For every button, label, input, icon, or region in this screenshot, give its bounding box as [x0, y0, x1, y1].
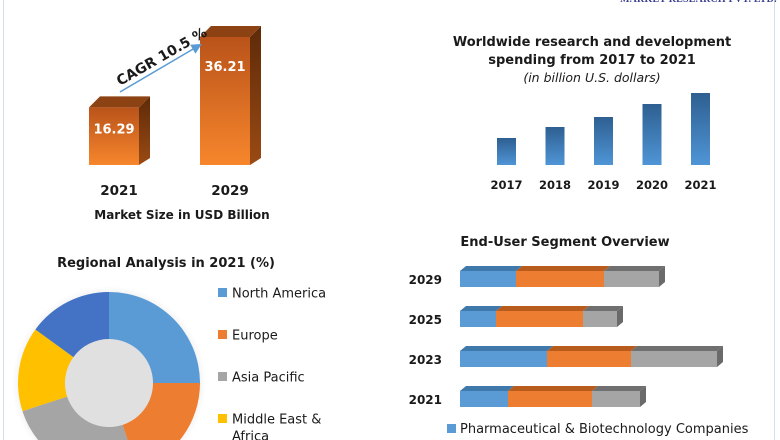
segment-top-face: [592, 386, 646, 391]
segment-2: [496, 311, 583, 327]
segment-top-face: [516, 266, 610, 271]
segment-3: [583, 311, 617, 327]
rd-tick-2020: 2020: [636, 178, 668, 192]
market-size-chart: 16.29 36.21 CAGR 10.5 % 2021 2029 Market S…: [89, 25, 270, 222]
cagr-annotation: CAGR 10.5 %: [114, 25, 210, 90]
end-user-row-2029: 2029: [409, 266, 665, 287]
segment-top-face: [604, 266, 665, 271]
bar-front-face: [200, 37, 250, 165]
segment-top-face: [508, 386, 598, 391]
cagr-arrow: [119, 43, 202, 93]
end-user-tick-2029: 2029: [409, 273, 442, 287]
donut-slice-north-america: [109, 292, 200, 383]
segment-top-face: [460, 346, 553, 351]
frame-right-border: [774, 0, 775, 440]
end-user-tick-2021: 2021: [409, 393, 442, 407]
rd-bar-2018: [545, 127, 565, 165]
legend-item-north-america: North America: [218, 287, 326, 302]
segment-top-face: [547, 346, 637, 351]
market-size-tick-2021: 2021: [100, 183, 138, 199]
end-user-tick-2025: 2025: [409, 313, 442, 327]
legend-item-pharma-biotech: Pharmaceutical & Biotechnology Companies: [447, 422, 749, 437]
segment-top-face: [583, 306, 623, 311]
segment-2: [516, 271, 604, 287]
segment-3: [592, 391, 640, 407]
regional-donut-chart: Regional Analysis in 2021 (%) North Amer…: [12, 256, 326, 440]
bar-end-face: [717, 346, 723, 367]
end-user-title: End-User Segment Overview: [460, 235, 669, 250]
end-user-row-2025: 2025: [409, 306, 623, 327]
rd-bar-2020: [642, 104, 662, 165]
bar-side-face: [250, 26, 261, 165]
legend-swatch: [218, 414, 227, 423]
legend-label: Europe: [232, 329, 278, 344]
bar-end-face: [617, 306, 623, 327]
rd-tick-2018: 2018: [539, 178, 571, 192]
regional-title: Regional Analysis in 2021 (%): [57, 256, 275, 271]
donut-slice-middle-east-africa: [17, 329, 74, 412]
market-size-bar-2029: 36.21: [200, 26, 261, 165]
donut-slice-europe: [122, 383, 200, 440]
segment-1: [460, 391, 508, 407]
rd-title-line-1: Worldwide research and development: [453, 35, 731, 50]
end-user-row-2023: 2023: [409, 346, 723, 367]
bar-front-face: [89, 107, 139, 165]
frame-left-border: [3, 0, 4, 440]
bar-end-face: [659, 266, 665, 287]
segment-top-face: [496, 306, 589, 311]
segment-3: [604, 271, 659, 287]
donut-slice-latin-america: [35, 292, 109, 358]
segment-2: [547, 351, 631, 367]
bar-side-face: [139, 96, 150, 165]
legend-label: Asia Pacific: [232, 371, 305, 386]
legend-swatch: [218, 372, 227, 381]
rd-bar-2019: [594, 117, 613, 165]
market-size-bar-2021: 16.29: [89, 96, 150, 165]
legend-item-asia-pacific: Asia Pacific: [218, 371, 305, 386]
legend-item-europe: Europe: [218, 329, 278, 344]
end-user-tick-2023: 2023: [409, 353, 442, 367]
segment-top-face: [460, 266, 522, 271]
legend-label: North America: [232, 287, 326, 302]
rd-title-line-2: spending from 2017 to 2021: [488, 53, 696, 68]
market-size-xlabel: Market Size in USD Billion: [94, 208, 269, 222]
legend-label: Middle East &: [232, 413, 321, 428]
bar-top-face: [89, 96, 150, 108]
segment-1: [460, 351, 547, 367]
bar-value-label: 16.29: [93, 122, 134, 137]
end-user-chart: End-User Segment Overview 2029 2025 2023 20…: [409, 235, 749, 437]
brand-text: MARKET RESEARCH PVT. LTD.: [620, 0, 780, 5]
segment-top-face: [460, 386, 514, 391]
segment-1: [460, 271, 516, 287]
segment-3: [631, 351, 717, 367]
rd-tick-2019: 2019: [587, 178, 619, 192]
market-size-tick-2029: 2029: [211, 183, 249, 199]
segment-1: [460, 311, 496, 327]
rd-bar-2021: [691, 93, 710, 165]
legend-swatch: [447, 424, 456, 433]
donut-slice-asia-pacific: [22, 396, 128, 440]
segment-2: [508, 391, 592, 407]
rd-tick-2017: 2017: [490, 178, 522, 192]
bar-value-label: 36.21: [204, 60, 245, 75]
legend-swatch: [218, 330, 227, 339]
rd-tick-2021: 2021: [684, 178, 716, 192]
rd-subtitle: (in billion U.S. dollars): [523, 70, 660, 85]
legend-item-middle-east-africa: Middle East & Africa: [218, 413, 321, 440]
legend-label: Pharmaceutical & Biotechnology Companies: [460, 422, 749, 437]
bar-end-face: [640, 386, 646, 407]
legend-swatch: [218, 288, 227, 297]
rd-spending-chart: Worldwide research and development spend…: [453, 35, 731, 192]
segment-top-face: [631, 346, 723, 351]
segment-top-face: [460, 306, 502, 311]
bar-top-face: [200, 26, 261, 37]
rd-bar-2017: [497, 138, 516, 165]
legend-label: Africa: [232, 430, 269, 440]
end-user-row-2021: 2021: [409, 386, 646, 407]
